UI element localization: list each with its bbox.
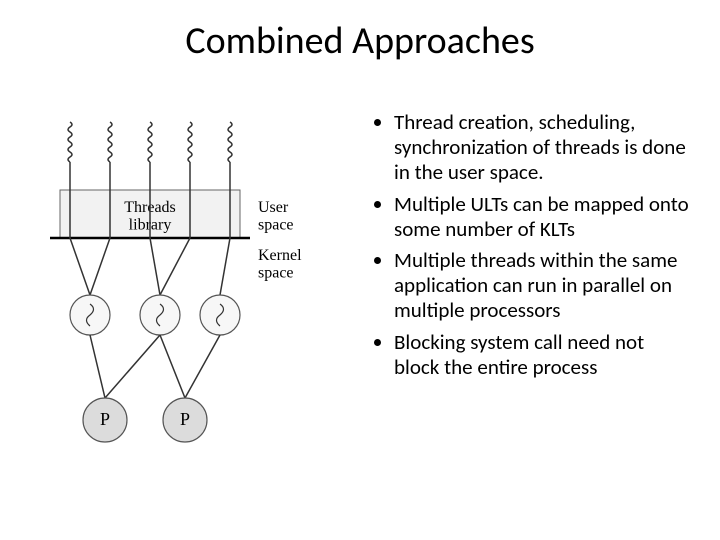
- bullet-list-container: Thread creation, scheduling, synchroniza…: [370, 110, 690, 386]
- svg-text:P: P: [100, 409, 110, 429]
- svg-text:Userspace: Userspace: [258, 199, 294, 234]
- bullet-item: Blocking system call need not block the …: [394, 330, 690, 380]
- bullet-list: Thread creation, scheduling, synchroniza…: [370, 110, 690, 380]
- svg-text:P: P: [180, 409, 190, 429]
- bullet-item: Thread creation, scheduling, synchroniza…: [394, 110, 690, 186]
- threading-diagram: ThreadslibraryUserspaceKernelspacePP: [50, 110, 330, 470]
- slide: Combined Approaches ThreadslibraryUsersp…: [0, 0, 720, 540]
- diagram-svg: ThreadslibraryUserspaceKernelspacePP: [50, 110, 330, 470]
- bullet-item: Multiple ULTs can be mapped onto some nu…: [394, 192, 690, 242]
- bullet-item: Multiple threads within the same applica…: [394, 248, 690, 324]
- slide-title: Combined Approaches: [0, 18, 720, 64]
